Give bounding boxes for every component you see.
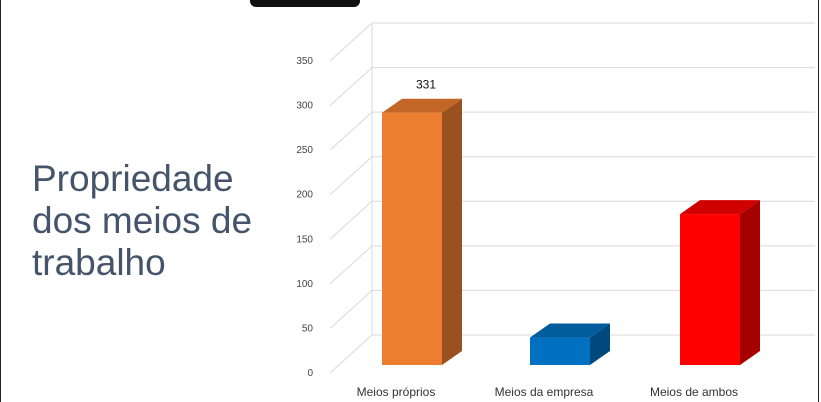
y-tick-label: 200 bbox=[296, 190, 313, 201]
grid-diagonal bbox=[329, 290, 373, 329]
x-axis: Meios próprios Meios da empresa Meios de a… bbox=[357, 385, 738, 399]
y-tick-label: 250 bbox=[296, 145, 313, 156]
y-tick-label: 100 bbox=[296, 279, 313, 290]
bar-front bbox=[382, 112, 442, 366]
y-tick-label: 50 bbox=[302, 323, 314, 334]
x-tick-label: Meios da empresa bbox=[495, 385, 594, 399]
bar-front bbox=[680, 214, 740, 365]
bar-3 bbox=[680, 200, 760, 365]
grid-diagonal bbox=[329, 200, 373, 240]
y-axis: 0 50 100 150 200 250 300 350 bbox=[296, 56, 313, 379]
slide-title: Propriedade dos meios de trabalho bbox=[32, 158, 253, 283]
bar-side bbox=[740, 200, 760, 365]
cropped-title-fragment bbox=[250, 0, 360, 7]
bar-top bbox=[680, 200, 760, 215]
grid-diagonal bbox=[329, 156, 373, 196]
y-tick-label: 300 bbox=[296, 101, 313, 112]
bar-top bbox=[382, 98, 462, 113]
y-tick-label: 0 bbox=[307, 368, 313, 379]
bar-front bbox=[530, 337, 590, 365]
bar-side bbox=[442, 98, 462, 366]
grid-diagonal bbox=[329, 245, 373, 285]
bar-2 bbox=[530, 323, 610, 365]
grid-diagonal bbox=[329, 67, 373, 106]
x-tick-label: Meios próprios bbox=[357, 385, 436, 399]
grid-diagonal bbox=[329, 22, 373, 62]
grid-diagonal bbox=[329, 111, 373, 151]
bar-top bbox=[530, 323, 610, 338]
data-label: 331 bbox=[416, 78, 436, 92]
bars: 331 bbox=[382, 78, 760, 366]
x-tick-label: Meios de ambos bbox=[650, 385, 738, 399]
bar-side bbox=[590, 323, 610, 365]
bar-1 bbox=[382, 98, 462, 366]
y-tick-label: 350 bbox=[296, 56, 313, 67]
y-tick-label: 150 bbox=[296, 234, 313, 245]
grid-diagonal bbox=[329, 334, 373, 374]
